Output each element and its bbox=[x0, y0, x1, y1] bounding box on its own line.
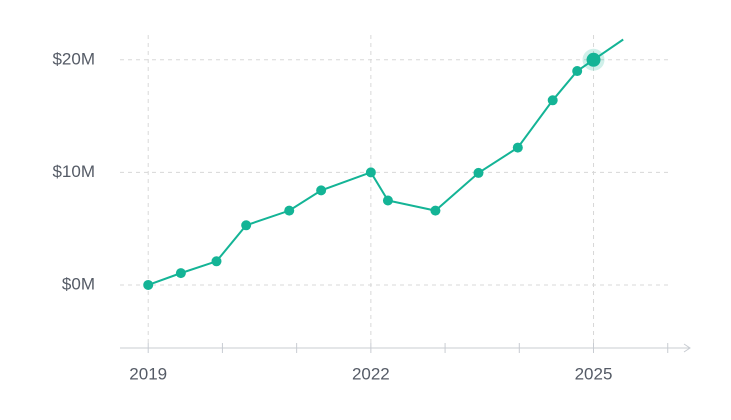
line bbox=[147, 38, 624, 286]
y-tick-label: $10M bbox=[52, 162, 95, 181]
x-tick-label: 2019 bbox=[129, 364, 167, 383]
point bbox=[211, 256, 222, 267]
point bbox=[284, 205, 295, 216]
point bbox=[143, 279, 154, 290]
point bbox=[572, 66, 583, 77]
x-axis-arrow bbox=[683, 343, 691, 353]
point bbox=[586, 52, 601, 67]
point bbox=[430, 205, 441, 216]
point bbox=[382, 195, 393, 206]
x-tick-label: 2025 bbox=[575, 364, 613, 383]
point bbox=[473, 167, 484, 178]
x-tick-label: 2022 bbox=[352, 364, 390, 383]
point bbox=[316, 185, 327, 196]
y-tick-label: $20M bbox=[52, 49, 95, 68]
point bbox=[365, 167, 376, 178]
point bbox=[547, 95, 558, 106]
point bbox=[175, 268, 186, 279]
point bbox=[512, 142, 523, 153]
y-tick-label: $0M bbox=[62, 274, 95, 293]
point bbox=[241, 220, 252, 231]
